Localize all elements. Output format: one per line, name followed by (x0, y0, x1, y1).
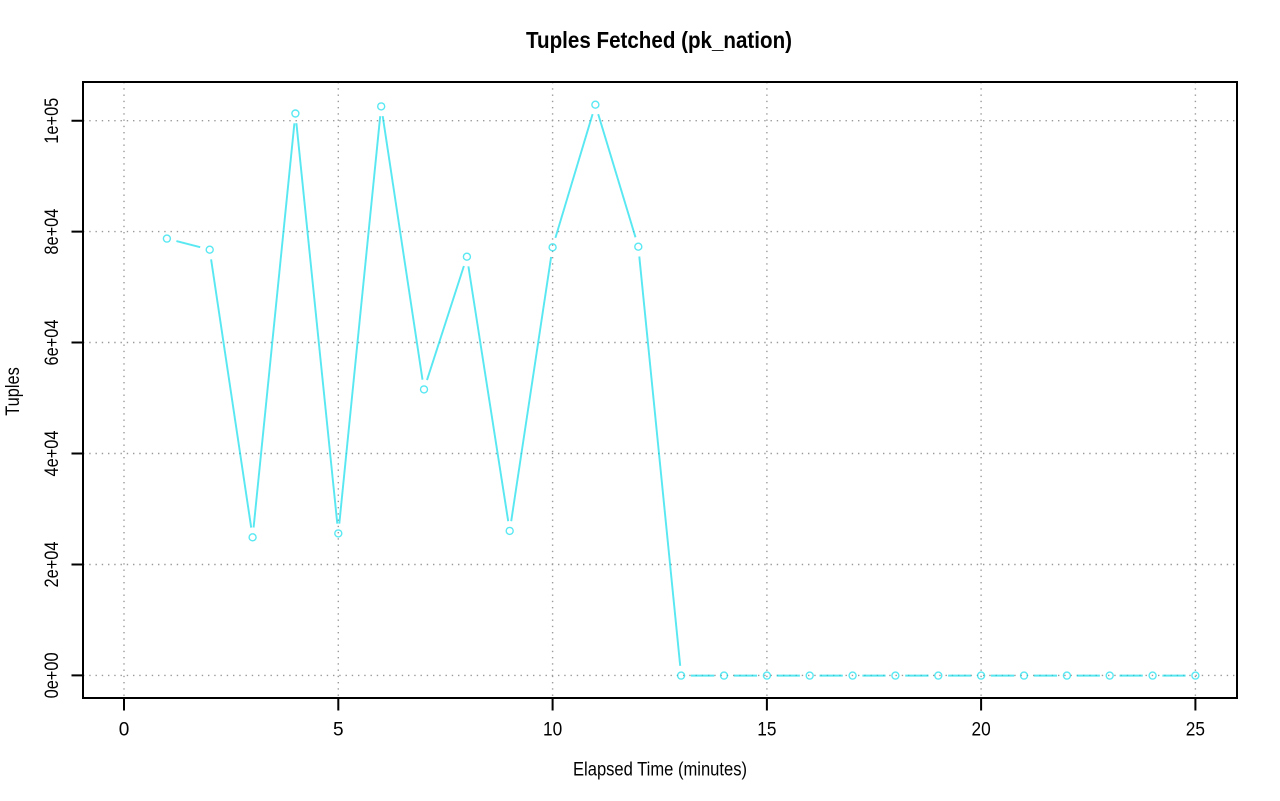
svg-text:0e+00: 0e+00 (42, 652, 63, 698)
svg-text:5: 5 (333, 720, 344, 741)
svg-text:0: 0 (119, 720, 130, 741)
svg-text:10: 10 (543, 720, 562, 741)
svg-text:2e+04: 2e+04 (42, 541, 63, 587)
svg-text:6e+04: 6e+04 (42, 319, 63, 365)
svg-text:Elapsed Time (minutes): Elapsed Time (minutes) (573, 759, 747, 780)
svg-text:25: 25 (1186, 720, 1205, 741)
svg-text:8e+04: 8e+04 (42, 208, 63, 254)
svg-text:4e+04: 4e+04 (42, 430, 63, 476)
svg-text:15: 15 (757, 720, 776, 741)
svg-text:Tuples: Tuples (3, 367, 24, 416)
svg-text:Tuples Fetched (pk_nation): Tuples Fetched (pk_nation) (526, 27, 792, 53)
svg-text:20: 20 (972, 720, 991, 741)
svg-text:1e+05: 1e+05 (42, 98, 63, 144)
